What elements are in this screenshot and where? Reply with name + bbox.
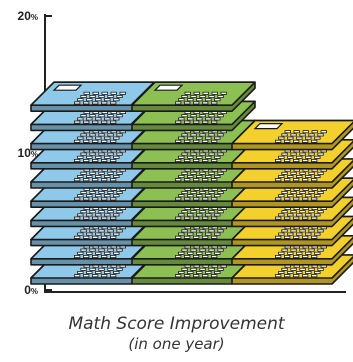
y-tick-label: 20% [18,9,38,23]
bars [30,81,353,285]
bar-1 [30,81,155,285]
chart-title: Math Score Improvement [68,314,285,334]
y-tick-value: 10 [18,146,32,160]
y-tick-unit: % [31,287,38,296]
y-tick-unit: % [31,150,38,159]
y-tick-label: 0% [24,283,38,297]
y-axis-ticks: 0%10%20% [18,9,52,297]
y-tick-value: 0 [24,283,31,297]
y-tick-value: 20 [18,9,32,23]
calculator-icon [231,119,353,151]
calculator-icon [131,81,256,112]
y-tick-unit: % [31,13,38,22]
chart-subtitle: (in one year) [128,335,225,353]
calculator-icon [30,81,155,112]
bar-3 [231,119,353,285]
y-tick-label: 10% [18,146,38,160]
